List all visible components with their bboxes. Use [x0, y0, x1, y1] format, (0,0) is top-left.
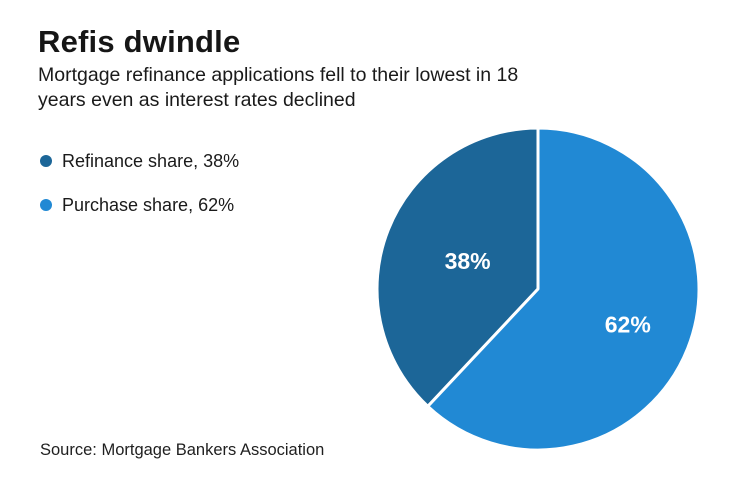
pie-slice-refinance — [375, 126, 540, 408]
legend-item-refinance: Refinance share, 38% — [40, 150, 239, 172]
legend: Refinance share, 38% Purchase share, 62% — [40, 150, 239, 238]
chart-title: Refis dwindle — [38, 24, 241, 59]
legend-item-label: Purchase share, 62% — [62, 194, 235, 215]
chart-subtitle-line-2: years even as interest rates declined — [38, 89, 356, 111]
legend-item-purchase: Purchase share, 62% — [40, 194, 239, 216]
chart-subtitle-line-1: Mortgage refinance applications fell to … — [38, 64, 519, 86]
pie-slice-purchase — [426, 126, 701, 452]
chart-subtitle: Mortgage refinance applications fell to … — [38, 63, 518, 113]
pie-value-label-refinance: 38% — [445, 248, 491, 274]
pie-value-label-purchase: 62% — [605, 312, 651, 338]
purchase-legend-dot-icon — [40, 199, 52, 211]
source-note: Source: Mortgage Bankers Association — [40, 441, 325, 459]
refinance-legend-dot-icon — [40, 155, 52, 167]
legend-item-label: Refinance share, 38% — [62, 150, 240, 171]
